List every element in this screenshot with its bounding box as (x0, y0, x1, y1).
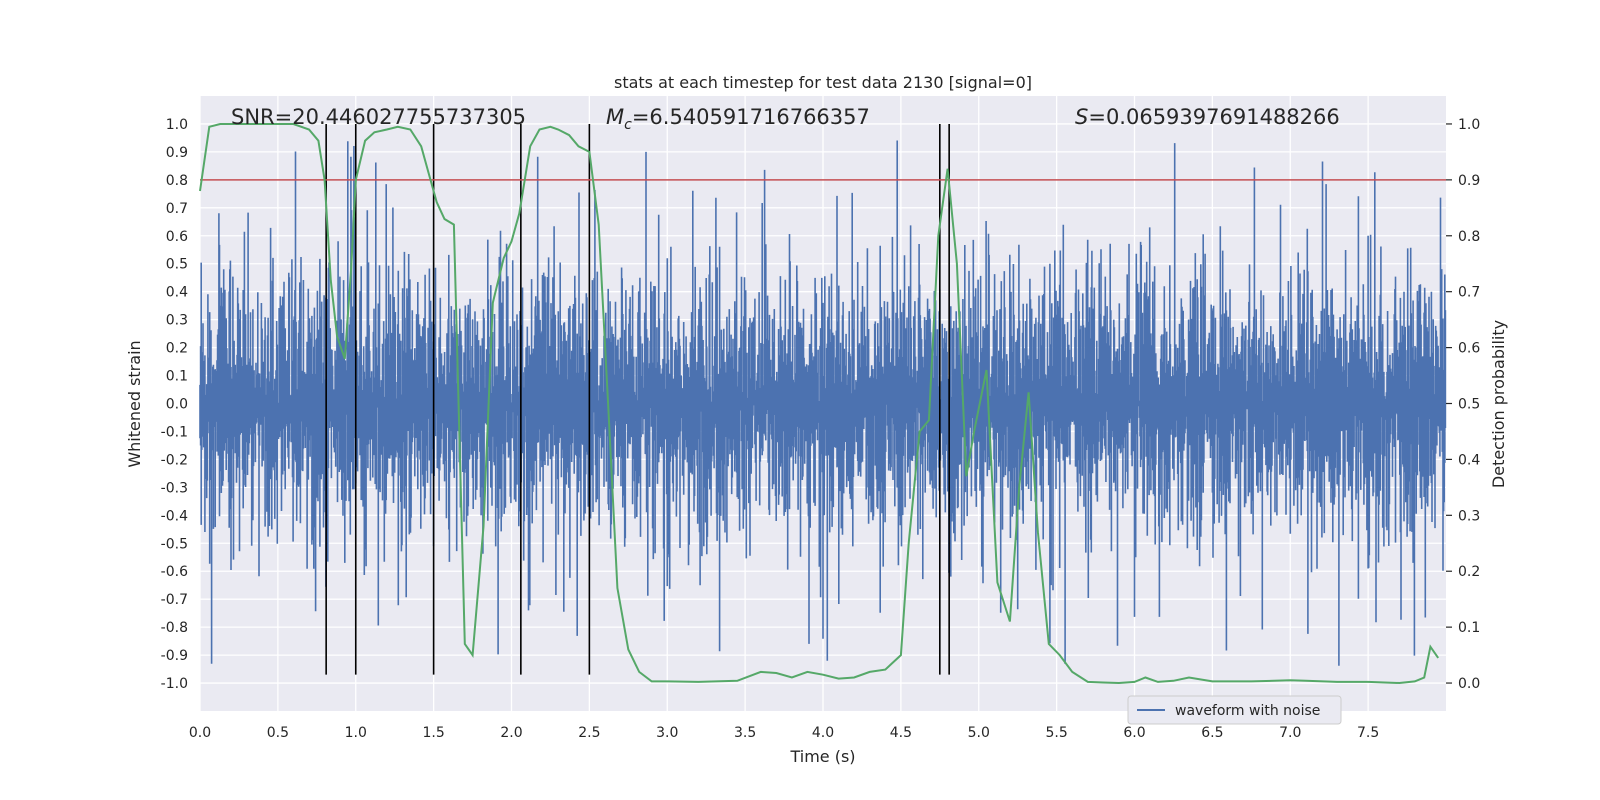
waveform-series (199, 140, 1447, 666)
x-tick-label: 1.5 (422, 725, 444, 741)
y-tick-label: 0.8 (166, 173, 188, 189)
x-tick-label: 3.5 (734, 725, 756, 741)
legend: waveform with noise (1127, 695, 1342, 725)
y-tick-label: -0.2 (161, 452, 188, 468)
y-tick-label: 0.7 (166, 201, 188, 217)
y2-axis-label: Detection probability (1489, 320, 1508, 488)
x-tick-label: 2.0 (500, 725, 522, 741)
y-tick-label: -0.8 (161, 620, 188, 636)
y2-tick-label: 0.0 (1458, 676, 1480, 692)
legend-label: waveform with noise (1175, 703, 1320, 719)
waveform-line (199, 140, 1447, 666)
chart-title: stats at each timestep for test data 213… (614, 73, 1032, 92)
chirp-mass-annotation: Mc=6.540591716766357 (606, 105, 870, 133)
y-tick-label: -0.5 (161, 536, 188, 552)
x-tick-label: 5.5 (1045, 725, 1067, 741)
y-tick-label: -1.0 (161, 676, 188, 692)
y2-axis-ticks: 1.0 0.9 0.8 0.7 0.6 0.5 0.4 0.3 0.2 0.1 0.0 (1446, 117, 1480, 692)
y2-tick-label: 0.6 (1458, 341, 1480, 357)
y2-tick-label: 1.0 (1458, 117, 1480, 133)
y2-tick-label: 0.2 (1458, 564, 1480, 580)
x-tick-label: 1.0 (345, 725, 367, 741)
s-value: =0.0659397691488266 (1088, 105, 1339, 129)
legend-box (1127, 695, 1342, 725)
y-tick-label: -0.7 (161, 592, 188, 608)
s-symbol: S (1075, 105, 1088, 129)
y-tick-label: 0.3 (166, 313, 188, 329)
x-tick-label: 4.0 (812, 725, 834, 741)
x-axis-ticks: 0.0 0.5 1.0 1.5 2.0 2.5 3.0 3.5 4.0 4.5 5.0 5.5 6.0 6… (189, 725, 1379, 741)
y2-tick-label: 0.9 (1458, 173, 1480, 189)
y-tick-label: 0.6 (166, 229, 188, 245)
probability-line (199, 123, 1440, 685)
x-tick-label: 0.5 (267, 725, 289, 741)
y2-tick-label: 0.1 (1458, 620, 1480, 636)
x-tick-label: 4.5 (890, 725, 912, 741)
y-tick-label: 0.0 (166, 397, 188, 413)
y-tick-label: 0.2 (166, 341, 188, 357)
y-tick-label: 0.4 (166, 285, 188, 301)
y-tick-label: -0.9 (161, 648, 188, 664)
chirp-mass-symbol: M (606, 105, 624, 129)
chirp-mass-value: =6.540591716766357 (632, 105, 870, 129)
x-tick-label: 5.0 (968, 725, 990, 741)
event-markers (325, 123, 950, 675)
y-tick-label: 0.5 (166, 257, 188, 273)
x-tick-label: 3.0 (656, 725, 678, 741)
y2-tick-label: 0.8 (1458, 229, 1480, 245)
s-annotation: S=0.0659397691488266 (1075, 105, 1340, 129)
y-tick-label: -0.3 (161, 480, 188, 496)
x-axis-label: Time (s) (789, 747, 855, 766)
y-tick-label: -0.4 (161, 508, 188, 524)
y-tick-label: 0.9 (166, 145, 188, 161)
x-tick-label: 6.0 (1123, 725, 1145, 741)
y-axis-label: Whitened strain (125, 340, 144, 467)
probability-series (199, 123, 1440, 685)
y-axis-ticks: 1.0 0.9 0.8 0.7 0.6 0.5 0.4 0.3 0.2 0.1 0.0 -0.1 -0.… (161, 117, 188, 692)
chirp-mass-subscript: c (624, 117, 632, 133)
y2-tick-label: 0.4 (1458, 452, 1480, 468)
x-tick-label: 7.5 (1357, 725, 1379, 741)
x-tick-label: 0.0 (189, 725, 211, 741)
y2-tick-label: 0.7 (1458, 285, 1480, 301)
y-tick-label: 0.1 (166, 369, 188, 385)
x-tick-label: 7.0 (1279, 725, 1301, 741)
y-tick-label: -0.6 (161, 564, 188, 580)
y-tick-label: 1.0 (166, 117, 188, 133)
x-tick-label: 6.5 (1201, 725, 1223, 741)
y-tick-label: -0.1 (161, 424, 188, 440)
snr-annotation: SNR=20.446027755737305 (231, 105, 526, 129)
x-tick-label: 2.5 (578, 725, 600, 741)
y2-tick-label: 0.3 (1458, 508, 1480, 524)
y2-tick-label: 0.5 (1458, 397, 1480, 413)
